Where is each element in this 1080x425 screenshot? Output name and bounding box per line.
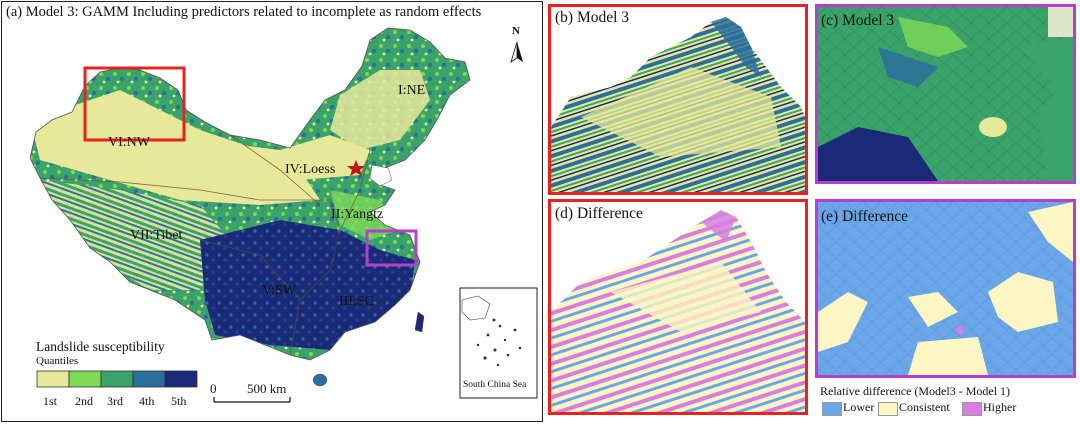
- south-china-sea-inset: [459, 287, 538, 399]
- legend-label-3rd: 3rd: [107, 394, 123, 408]
- legend-swatch-1st: [36, 370, 70, 388]
- region-label-tibet: VII:Tibet: [130, 228, 183, 243]
- north-arrow-icon: [510, 41, 523, 63]
- panel-d-frame: [548, 199, 808, 415]
- panel-b-frame: [548, 4, 808, 195]
- capital-star-icon: [347, 160, 365, 176]
- scale-distance: 500 km: [247, 381, 287, 396]
- diff-legend-swatch-higher: [962, 402, 982, 416]
- panel-a-frame: [1, 1, 543, 422]
- legend-swatch-2nd: [68, 370, 102, 388]
- diff-legend-swatch-lower: [822, 402, 842, 416]
- panel-b-map: [551, 7, 805, 192]
- legend-label-2nd: 2nd: [75, 394, 93, 408]
- panel-d-map: [551, 202, 805, 412]
- diff-legend-swatch-consistent: [878, 402, 898, 416]
- scale-zero: 0: [210, 381, 217, 396]
- nw-highlight-box: [83, 66, 186, 142]
- panel-e-map: [818, 202, 1073, 375]
- legend-subtitle: Quantiles: [36, 355, 79, 367]
- region-boundaries: [39, 134, 371, 356]
- legend-swatch-3rd: [100, 370, 134, 388]
- diff-legend-label-lower: Lower: [843, 400, 875, 414]
- diff-legend-label-higher: Higher: [983, 400, 1017, 414]
- region-label-loess: IV:Loess: [285, 162, 336, 177]
- panel-a-title: (a) Model 3: GAMM Including predictors r…: [6, 4, 482, 20]
- legend-swatch-5th: [164, 370, 198, 388]
- region-label-nw: VI:NW: [108, 135, 150, 150]
- north-label: N: [512, 25, 520, 37]
- hainan-island: [312, 373, 328, 387]
- panel-e-label: (e) Difference: [821, 208, 909, 225]
- legend-label-5th: 5th: [171, 394, 187, 408]
- panel-d-label: (d) Difference: [555, 205, 643, 222]
- region-label-ne: I:NE: [398, 83, 426, 98]
- panel-e-frame: [815, 199, 1076, 378]
- legend-label-1st: 1st: [43, 394, 58, 408]
- region-label-sw: V:SW: [262, 283, 296, 298]
- panel-c-map: [818, 7, 1073, 181]
- legend-label-4th: 4th: [139, 394, 155, 408]
- scale-bar: [213, 397, 291, 403]
- diff-legend-title: Relative difference (Model3 - Model 1): [820, 384, 1011, 398]
- panel-b-label: (b) Model 3: [555, 9, 630, 26]
- panel-c-label: (c) Model 3: [821, 12, 895, 29]
- susceptibility-legend: [36, 370, 198, 388]
- panel-c-frame: [815, 4, 1076, 184]
- legend-title: Landslide susceptibility: [36, 339, 165, 354]
- inset-label: South China Sea: [463, 380, 527, 390]
- diff-legend-label-consistent: Consistent: [899, 400, 950, 414]
- taiwan-island: [414, 311, 425, 333]
- region-label-sc: III:SC: [339, 294, 374, 309]
- legend-swatch-4th: [132, 370, 166, 388]
- region-label-yangtze: II:Yangtz: [331, 207, 384, 222]
- susceptibility-raster: [30, 28, 470, 360]
- china-outline: [29, 27, 471, 361]
- yangtze-highlight-box: [365, 229, 418, 267]
